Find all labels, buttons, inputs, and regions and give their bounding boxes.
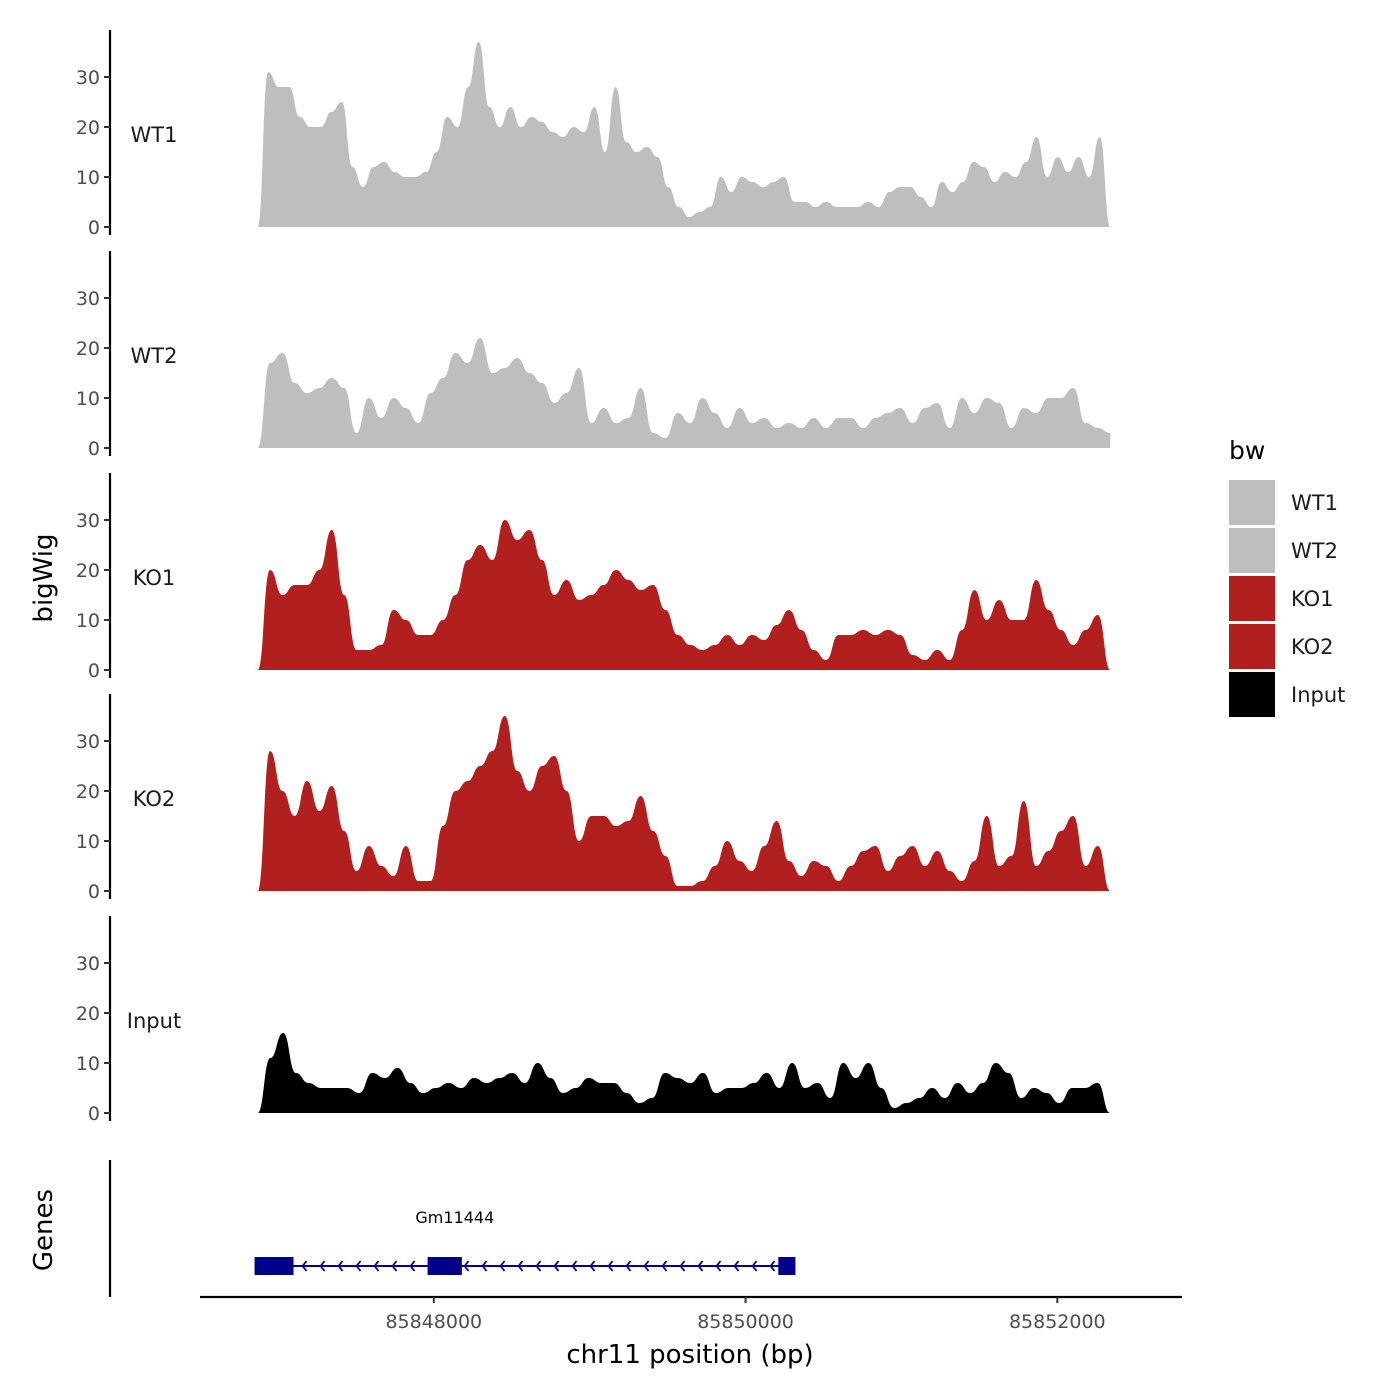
strand-arrow [373, 1260, 380, 1272]
strand-arrow [409, 1260, 416, 1272]
gene-gm11444: Gm11444 [254, 1208, 796, 1275]
strand-arrow [391, 1260, 398, 1272]
track-wt1: WT1 [131, 42, 1111, 227]
gene-track: Gm11444 [108, 1160, 796, 1297]
track-wt2: WT2 [131, 338, 1111, 448]
track-label-wt2: WT2 [131, 344, 178, 368]
x-axis-title: chr11 position (bp) [566, 1340, 813, 1370]
strand-arrow [769, 1260, 776, 1272]
y-axes: 0 10 20 30 0 10 20 30 0 10 20 30 0 10 20 30 0 10 20 30 [76, 30, 112, 1125]
gene-exon [427, 1257, 462, 1275]
y-tick-label: 10 [76, 610, 100, 632]
strand-arrow [715, 1260, 722, 1272]
legend: bw WT1 WT2 KO1 KO2 Input [1229, 436, 1345, 717]
strand-arrow [337, 1260, 344, 1272]
x-tick-label: 85850000 [697, 1311, 794, 1333]
y-tick-label: 10 [76, 388, 100, 410]
y-tick-label: 20 [76, 117, 100, 139]
track-label-input: Input [127, 1009, 181, 1033]
y-tick-label: 30 [76, 67, 100, 89]
legend-swatch [1229, 576, 1275, 621]
strand-arrow [535, 1260, 542, 1272]
legend-item-wt1: WT1 [1229, 480, 1338, 525]
strand-arrow [301, 1260, 308, 1272]
signal-area-wt2 [257, 338, 1111, 448]
signal-tracks: WT1 WT2 KO1 KO2 Input [127, 42, 1111, 1113]
signal-area-wt1 [257, 42, 1111, 227]
strand-arrow [355, 1260, 362, 1272]
y-tick-label: 30 [76, 731, 100, 753]
signal-area-input [257, 1033, 1111, 1113]
strand-arrow [481, 1260, 488, 1272]
gene-exon [254, 1257, 294, 1275]
y-tick-label: 30 [76, 288, 100, 310]
y-tick-label: 20 [76, 338, 100, 360]
strand-arrow [517, 1260, 524, 1272]
track-label-ko2: KO2 [133, 787, 176, 811]
y-axis-title-bigwig: bigWig [29, 533, 59, 622]
strand-arrow [679, 1260, 686, 1272]
y-tick-label: 0 [88, 881, 100, 903]
track-input: Input [127, 1009, 1111, 1113]
strand-arrow [571, 1260, 578, 1272]
y-axis-title-genes: Genes [29, 1189, 59, 1271]
y-tick-label: 0 [88, 660, 100, 682]
track-label-ko1: KO1 [133, 566, 176, 590]
strand-arrow [589, 1260, 596, 1272]
legend-label: KO2 [1291, 635, 1334, 659]
legend-swatch [1229, 528, 1275, 573]
legend-item-input: Input [1229, 672, 1345, 717]
y-tick-label: 20 [76, 560, 100, 582]
strand-arrow [643, 1260, 650, 1272]
track-label-wt1: WT1 [131, 123, 178, 147]
signal-area-ko2 [257, 716, 1111, 891]
strand-arrow [697, 1260, 704, 1272]
strand-arrow [751, 1260, 758, 1272]
legend-title: bw [1229, 436, 1265, 465]
legend-item-ko1: KO1 [1229, 576, 1334, 621]
strand-arrow [463, 1260, 470, 1272]
strand-arrow [733, 1260, 740, 1272]
strand-arrow [607, 1260, 614, 1272]
x-tick-label: 85848000 [385, 1311, 482, 1333]
y-tick-label: 0 [88, 217, 100, 239]
gene-name-label: Gm11444 [415, 1208, 494, 1227]
strand-arrow [499, 1260, 506, 1272]
gene-exon [778, 1257, 796, 1275]
y-tick-label: 10 [76, 1053, 100, 1075]
legend-swatch [1229, 672, 1275, 717]
y-tick-label: 0 [88, 438, 100, 460]
legend-swatch [1229, 624, 1275, 669]
x-tick-label: 85852000 [1009, 1311, 1106, 1333]
y-tick-label: 30 [76, 953, 100, 975]
strand-arrow [553, 1260, 560, 1272]
y-tick-label: 10 [76, 167, 100, 189]
strand-arrow [661, 1260, 668, 1272]
legend-label: KO1 [1291, 587, 1334, 611]
legend-item-wt2: WT2 [1229, 528, 1338, 573]
x-axis: 85848000 85850000 85852000 [200, 1295, 1182, 1333]
strand-arrow [625, 1260, 632, 1272]
y-tick-label: 10 [76, 831, 100, 853]
track-ko2: KO2 [133, 716, 1111, 891]
legend-label: WT1 [1291, 491, 1338, 515]
strand-arrow [319, 1260, 326, 1272]
signal-area-ko1 [257, 520, 1111, 670]
legend-item-ko2: KO2 [1229, 624, 1334, 669]
y-tick-label: 30 [76, 510, 100, 532]
legend-swatch [1229, 480, 1275, 525]
y-tick-label: 20 [76, 781, 100, 803]
legend-label: Input [1291, 683, 1345, 707]
y-tick-label: 20 [76, 1003, 100, 1025]
track-ko1: KO1 [133, 520, 1111, 670]
legend-label: WT2 [1291, 539, 1338, 563]
y-tick-label: 0 [88, 1103, 100, 1125]
